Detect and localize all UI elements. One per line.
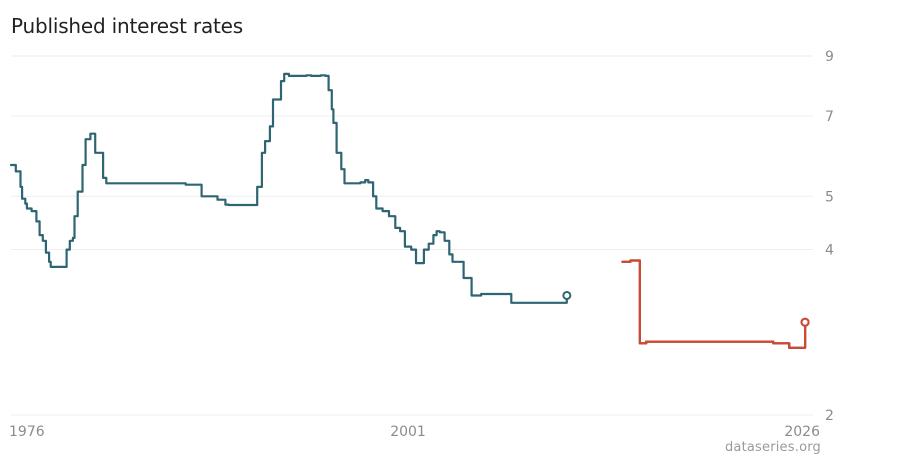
- series-line-1: [9, 72, 568, 304]
- y-tick-label: 7: [825, 109, 834, 125]
- y-tick-label: 2: [825, 408, 834, 424]
- series-end-point-1: [562, 290, 572, 300]
- x-tick-label: 2001: [390, 424, 426, 440]
- y-tick-label: 5: [825, 189, 834, 205]
- grid-lines: [11, 55, 813, 416]
- source-credit: dataseries.org: [724, 440, 821, 455]
- y-tick-label: 9: [825, 49, 834, 65]
- chart-title: Published interest rates: [11, 14, 243, 38]
- x-tick-label: 1976: [9, 424, 45, 440]
- series-line-2: [621, 259, 807, 349]
- series-layer: [9, 72, 810, 349]
- series-end-point-4: [800, 317, 810, 327]
- series-line-3: [621, 259, 807, 349]
- y-tick-label: 4: [825, 243, 834, 259]
- y-axis: 2 4 5 7 9: [825, 49, 834, 424]
- x-axis: 1976 2001 2026: [9, 424, 820, 440]
- series-line-4: [621, 259, 807, 349]
- x-tick-label: 2026: [784, 424, 820, 440]
